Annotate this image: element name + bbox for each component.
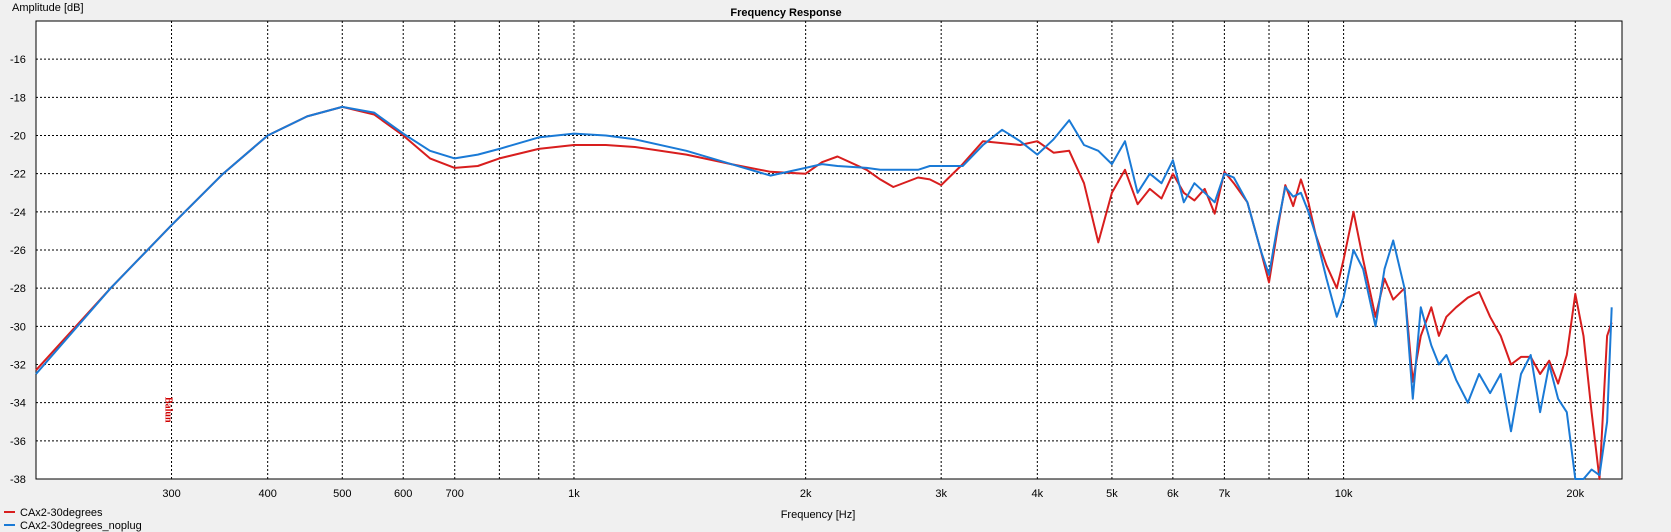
tick-label-layer: -16 -18 -20 -22 -24 -26 -28 -30 -32 -34 -36 -38 300 4… bbox=[10, 54, 1585, 500]
x-tick-label: 2k bbox=[800, 488, 812, 500]
y-tick-label: -16 bbox=[10, 54, 26, 66]
legend: CAx2-30degrees CAx2-30degrees_noplug bbox=[4, 507, 142, 532]
legend-entry-cax2-30degrees-noplug: CAx2-30degrees_noplug bbox=[20, 520, 142, 532]
y-tick-label: -24 bbox=[10, 207, 26, 219]
x-tick-label: 500 bbox=[333, 488, 351, 500]
x-tick-label: 6k bbox=[1167, 488, 1179, 500]
series-line-cax2-30degrees-noplug bbox=[35, 105, 1613, 480]
y-tick-label: -30 bbox=[10, 321, 26, 333]
chart-title: Frequency Response bbox=[730, 7, 841, 19]
y-tick-label: -22 bbox=[10, 169, 26, 181]
y-tick-label: -36 bbox=[10, 436, 26, 448]
x-tick-label: 5k bbox=[1106, 488, 1118, 500]
grid-layer bbox=[36, 21, 1622, 480]
x-tick-label: 600 bbox=[394, 488, 412, 500]
y-tick-label: -26 bbox=[10, 245, 26, 257]
y-tick-label: -28 bbox=[10, 283, 26, 295]
series-line-cax2-30degrees bbox=[35, 105, 1613, 480]
series-layer bbox=[35, 105, 1613, 480]
y-tick-label: -32 bbox=[10, 360, 26, 372]
x-tick-label: 20k bbox=[1566, 488, 1584, 500]
annotation-layer: Balun bbox=[163, 397, 174, 423]
y-tick-label: -20 bbox=[10, 131, 26, 143]
x-tick-label: 1k bbox=[568, 488, 580, 500]
x-tick-label: 7k bbox=[1219, 488, 1231, 500]
legend-entry-cax2-30degrees: CAx2-30degrees bbox=[20, 507, 103, 519]
x-tick-label: 300 bbox=[162, 488, 180, 500]
y-tick-label: -34 bbox=[10, 398, 26, 410]
y-axis-label: Amplitude [dB] bbox=[12, 2, 84, 14]
x-tick-label: 400 bbox=[259, 488, 277, 500]
x-tick-label: 700 bbox=[446, 488, 464, 500]
y-tick-label: -18 bbox=[10, 92, 26, 104]
x-tick-label: 4k bbox=[1032, 488, 1044, 500]
x-tick-label: 10k bbox=[1335, 488, 1353, 500]
annotation-balun: Balun bbox=[163, 397, 174, 423]
x-tick-label: 3k bbox=[935, 488, 947, 500]
x-axis-label: Frequency [Hz] bbox=[781, 509, 856, 521]
y-tick-label: -38 bbox=[10, 474, 26, 486]
